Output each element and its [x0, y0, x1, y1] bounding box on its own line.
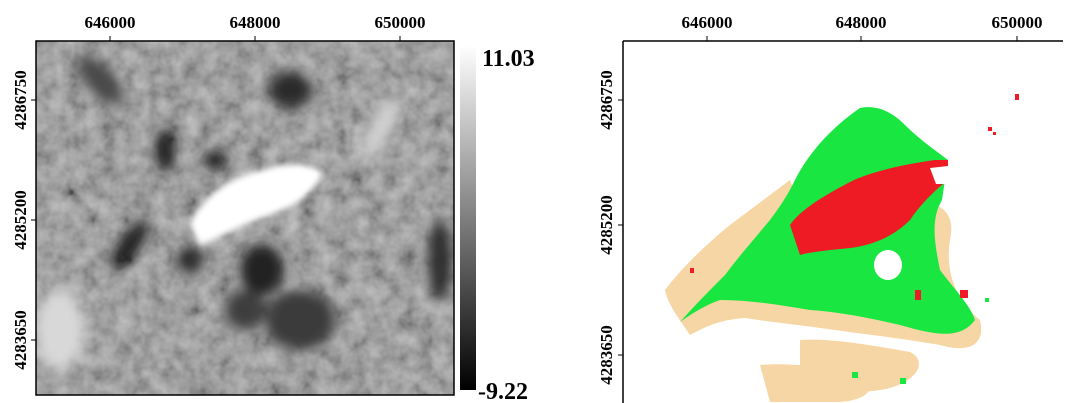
left-y-tick-label: 4286750	[11, 70, 30, 130]
classified-raster	[665, 94, 1019, 402]
class-green-speck	[900, 378, 906, 384]
colorbar-min-label: -9.22	[478, 379, 528, 403]
left-map-frame	[35, 40, 455, 396]
class-green-speck	[985, 298, 989, 302]
no-data-gap	[874, 250, 902, 280]
grayscale-raster	[36, 41, 454, 395]
right-map-panel: 646000 648000 650000 4286750 4285200 428…	[597, 13, 1063, 403]
class-red-speck	[993, 132, 996, 135]
left-x-tick-label: 646000	[85, 13, 136, 32]
left-x-tick-label: 648000	[230, 13, 281, 32]
no-data-gap	[930, 166, 948, 184]
class-red-speck	[690, 268, 694, 273]
right-x-tick-label: 650000	[992, 13, 1043, 32]
right-x-axis: 646000 648000 650000	[682, 13, 1043, 41]
left-y-tick-label: 4283650	[11, 310, 30, 370]
right-y-tick-label: 4283650	[597, 325, 616, 385]
right-x-tick-label: 648000	[836, 13, 887, 32]
colorbar-ramp	[460, 45, 476, 390]
class-tan-region	[760, 364, 871, 402]
class-red-speck	[915, 290, 921, 300]
right-y-tick-label: 4285200	[597, 195, 616, 255]
class-red-region	[790, 160, 948, 255]
class-red-speck	[988, 127, 992, 131]
class-green-speck	[852, 372, 858, 378]
class-red-speck	[1015, 94, 1019, 100]
left-y-axis: 4286750 4285200 4283650	[11, 70, 36, 370]
right-y-tick-label: 4286750	[597, 70, 616, 130]
right-y-axis: 4286750 4285200 4283650	[597, 70, 623, 385]
left-y-tick-label: 4285200	[11, 190, 30, 250]
right-x-tick-label: 646000	[682, 13, 733, 32]
colorbar: 11.03 -9.22	[460, 45, 535, 403]
colorbar-max-label: 11.03	[482, 46, 535, 72]
left-map-panel: 646000 648000 650000 4286750 4285200 428…	[11, 13, 535, 403]
class-red-speck	[960, 290, 968, 298]
left-x-axis: 646000 648000 650000	[85, 13, 426, 41]
left-x-tick-label: 650000	[375, 13, 426, 32]
